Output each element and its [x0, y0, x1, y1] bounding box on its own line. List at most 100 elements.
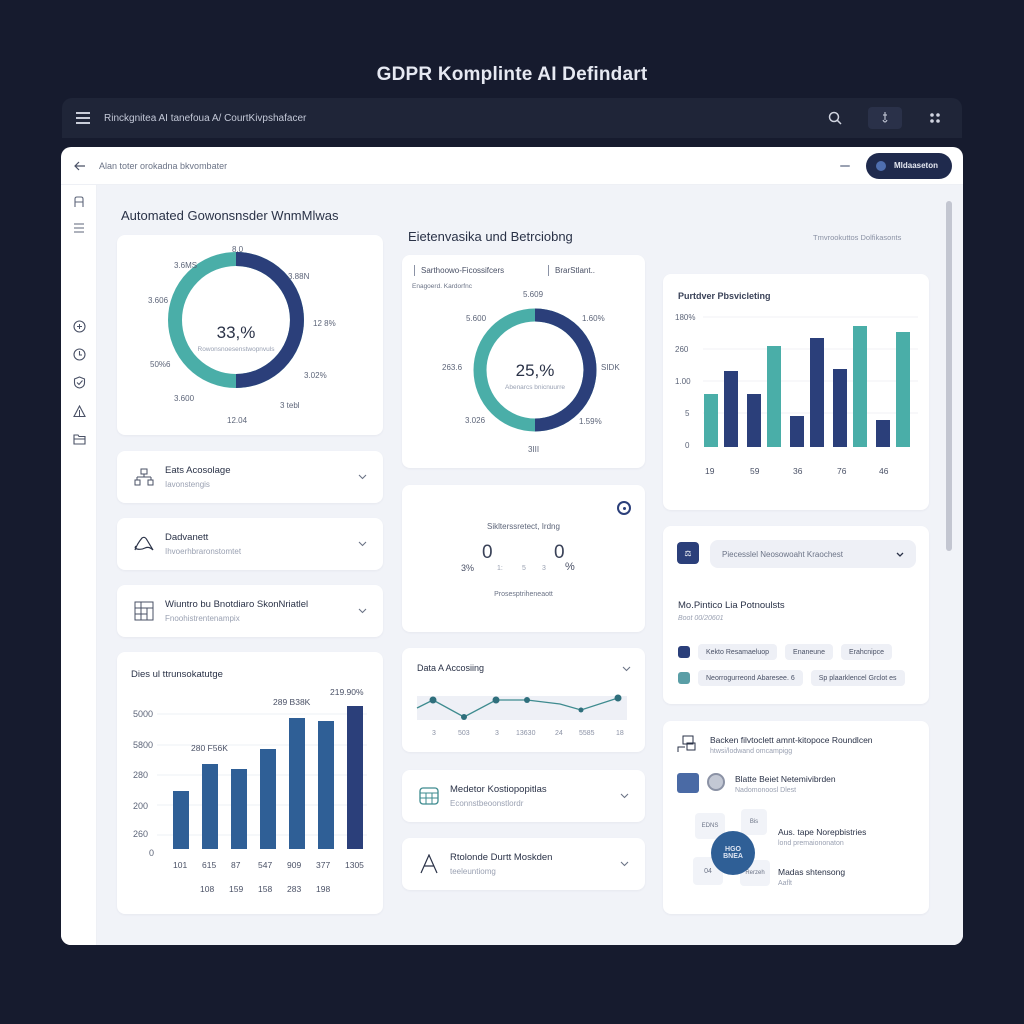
info-icon[interactable] — [617, 501, 631, 515]
tab-1[interactable]: Sarthoowo-Ficossifcers — [414, 265, 504, 276]
minimize-button[interactable] — [839, 164, 850, 167]
chevron-down-icon[interactable] — [619, 859, 629, 869]
policy-select[interactable]: Piecesslel Neosowoaht Kraochest — [710, 540, 916, 568]
svg-text:219.90%: 219.90% — [330, 687, 364, 697]
list-item-sub: teeleuntiomg — [450, 867, 496, 876]
chevron-down-icon[interactable] — [357, 539, 367, 549]
svg-text:3: 3 — [432, 730, 436, 737]
chevron-down-icon[interactable] — [619, 791, 629, 801]
donut-label: 12 8% — [313, 319, 336, 328]
middle-section-title: Eietenvasika und Betrciobng — [408, 229, 573, 244]
sidebar-item-list[interactable] — [72, 221, 86, 235]
search-icon — [828, 111, 842, 125]
spreadsheet-icon — [418, 785, 440, 807]
gauge-right-unit: % — [565, 561, 575, 573]
policy-title: Mo.Pintico Lia Potnoulsts — [678, 600, 785, 611]
breadcrumb: Rinckgnitea AI tanefoua A/ CourtKivpshaf… — [104, 112, 307, 124]
tag[interactable]: Erahcnipce — [840, 644, 892, 660]
search-button[interactable] — [824, 107, 846, 129]
donut-label: 5.600 — [466, 314, 487, 323]
gauge-left-value: 0 — [482, 542, 493, 563]
svg-text:5: 5 — [685, 409, 690, 418]
tag[interactable]: Neorrogurreond Abaresee. 6 — [698, 670, 803, 686]
shield-check-icon — [73, 375, 85, 389]
svg-text:3: 3 — [495, 730, 499, 737]
letter-a-icon — [418, 853, 440, 875]
svg-text:0: 0 — [685, 441, 690, 450]
tag[interactable]: Enaneune — [785, 644, 833, 660]
donut-card-middle: Sarthoowo-Ficossifcers BrarStlant.. Enag… — [402, 255, 645, 468]
gauge-tick: 5 — [522, 565, 526, 572]
sidebar-item-folder[interactable] — [72, 432, 86, 446]
svg-text:283: 283 — [287, 884, 301, 894]
menu-icon — [76, 112, 90, 124]
vertical-scrollbar[interactable] — [946, 201, 952, 551]
legend-title: Aus. tape Norepbistries — [778, 827, 867, 837]
svg-text:5800: 5800 — [133, 740, 153, 750]
tag-icon — [678, 672, 690, 684]
svg-text:87: 87 — [231, 860, 241, 870]
list-item[interactable]: Wiuntro bu Bnotdiaro SkonNriatlel Fnoohis… — [117, 585, 383, 637]
donut-label: 3.88N — [288, 272, 310, 281]
chevron-down-icon[interactable] — [621, 664, 631, 674]
window-header: Alan toter orokadna bkvombater Mldaaseto… — [61, 147, 963, 185]
pointer-button[interactable] — [868, 107, 902, 129]
list-item[interactable]: Dadvanett Ihvoerhbraronstomtet — [117, 518, 383, 570]
sidebar-item-clock[interactable] — [72, 319, 86, 333]
chevron-down-icon — [896, 552, 904, 557]
svg-text:18: 18 — [616, 730, 624, 737]
donut-center-left: 33,% Rowonsnoesenstwopnvuls — [186, 323, 286, 353]
network-node: Bis — [741, 809, 767, 835]
chevron-down-icon[interactable] — [357, 606, 367, 616]
policy-select-value: Piecesslel Neosowoaht Kraochest — [722, 549, 843, 559]
donut-label: 3 tebl — [280, 401, 300, 410]
sidebar-item-inbox[interactable] — [72, 195, 86, 209]
svg-text:13630: 13630 — [516, 730, 536, 737]
user-icon — [875, 160, 886, 171]
list-item[interactable]: Medetor Kostiopopitlas Econnstbeoonstlord… — [402, 770, 645, 822]
donut-label: 1.59% — [579, 417, 602, 426]
svg-text:909: 909 — [287, 860, 301, 870]
badge-icon — [707, 773, 725, 791]
donut-label: 263.6 — [442, 363, 463, 372]
network-hub[interactable]: HGO BNEA — [711, 831, 755, 875]
list-item[interactable]: Eats Acosolage Iavonstengis — [117, 451, 383, 503]
back-button[interactable] — [61, 161, 99, 171]
policy-date: Boot 00/20601 — [678, 615, 724, 622]
primary-action-button[interactable]: Mldaaseton — [865, 152, 952, 179]
chart-title: Data A Accosiing — [417, 663, 485, 673]
list-item[interactable]: Rtolonde Durtt Moskden teeleuntiomg — [402, 838, 645, 890]
chevron-down-icon[interactable] — [357, 472, 367, 482]
chart-title: Purtdver Pbsvicleting — [678, 291, 771, 301]
grid-button[interactable] — [924, 107, 946, 129]
grouped-bar-chart: 180% 260 1.00 5 0 19 59 36 76 46 — [675, 313, 918, 476]
list-item-title: Eats Acosolage — [165, 465, 231, 476]
chart-title: Dies ul ttrunsokatutge — [131, 669, 223, 680]
gauge-right-value: 0 — [554, 542, 565, 563]
signature-icon — [133, 533, 155, 555]
tag[interactable]: Sp plaarklencel Grclot es — [810, 670, 905, 686]
svg-text:200: 200 — [133, 801, 148, 811]
sidebar-item-timer[interactable] — [72, 347, 86, 361]
donut-caption: Enagoerd. Kardorfnc — [412, 283, 472, 290]
tab-2[interactable]: BrarStlant.. — [548, 265, 595, 276]
bar-chart-card-left: Dies ul ttrunsokatutge 5000 5800 280 200 260… — [117, 652, 383, 914]
donut-label: 3.026 — [465, 416, 486, 425]
tag[interactable]: Kekto Resamaeluop — [698, 644, 778, 660]
svg-text:260: 260 — [675, 345, 689, 354]
sidebar-item-shield[interactable] — [72, 375, 86, 389]
tag-row-2: Neorrogurreond Abaresee. 6 Sp plaarklenc… — [678, 670, 905, 686]
alert-icon — [72, 404, 86, 417]
policy-card: ⚖ Piecesslel Neosowoaht Kraochest Mo.Pin… — [663, 526, 929, 704]
policy-icon: ⚖ — [677, 542, 699, 564]
org-chart-icon — [133, 466, 155, 488]
contact-sub: Nadomonoosl Dlest — [735, 787, 797, 794]
grid-icon — [930, 113, 940, 123]
donut-label: 8.0 — [232, 245, 244, 254]
donut-card-left: 8.0 3.6MS 3.88N 3.606 12 8% 50%6 3.02% 3… — [117, 235, 383, 435]
svg-text:158: 158 — [258, 884, 272, 894]
svg-text:280: 280 — [133, 770, 148, 780]
svg-text:0: 0 — [149, 848, 154, 858]
sidebar-item-alert[interactable] — [72, 404, 86, 418]
hamburger-menu-button[interactable] — [62, 112, 104, 124]
